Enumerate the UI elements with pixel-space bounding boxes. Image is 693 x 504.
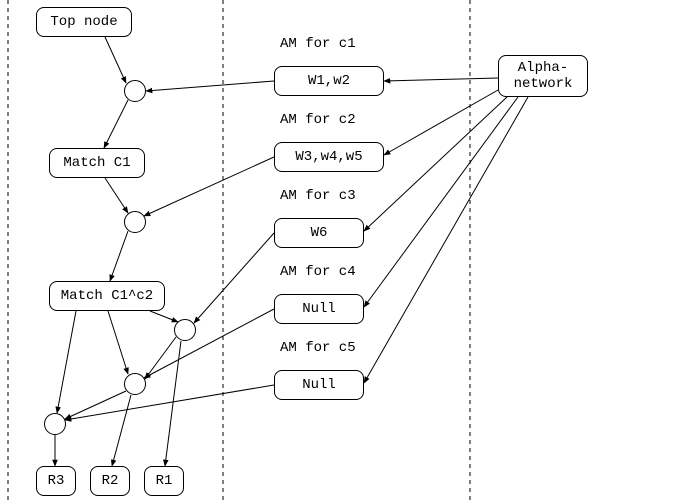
node-match-c1c2: Match C1^c2: [49, 281, 165, 311]
node-r3: R3: [36, 466, 76, 496]
join-node-2: [124, 211, 146, 233]
node-am-c5: Null: [274, 370, 364, 400]
node-am-c3: W6: [274, 218, 364, 248]
join-node-5: [44, 413, 66, 435]
label-am-c5: AM for c5: [280, 340, 356, 356]
label-am-c2: AM for c2: [280, 112, 356, 128]
join-node-3: [174, 319, 196, 341]
node-alpha-network: Alpha- network: [498, 55, 588, 97]
node-am-c4: Null: [274, 294, 364, 324]
node-match-c1: Match C1: [49, 148, 145, 178]
node-top: Top node: [36, 7, 132, 37]
node-am-c1: W1,w2: [274, 66, 384, 96]
node-am-c2: W3,w4,w5: [274, 142, 384, 172]
label-am-c1: AM for c1: [280, 36, 356, 52]
label-am-c3: AM for c3: [280, 188, 356, 204]
label-am-c4: AM for c4: [280, 264, 356, 280]
join-node-4: [124, 373, 146, 395]
join-node-1: [124, 80, 146, 102]
node-r2: R2: [90, 466, 130, 496]
node-r1: R1: [144, 466, 184, 496]
